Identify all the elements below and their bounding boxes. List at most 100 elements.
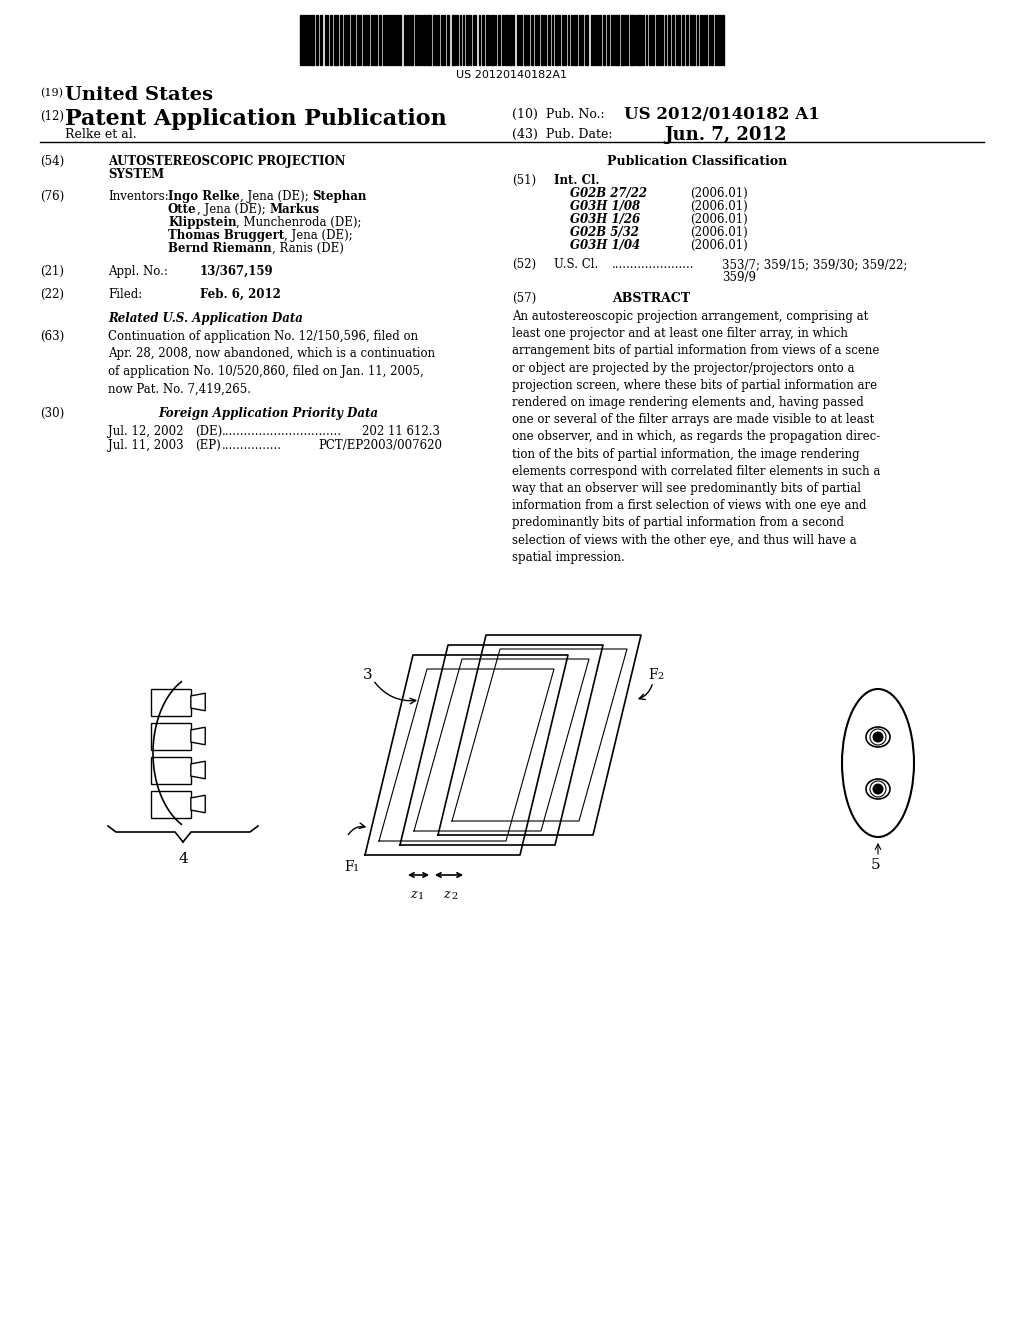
Text: 3: 3 [362, 668, 373, 682]
Bar [351, 15, 355, 65]
Text: G03H 1/08: G03H 1/08 [570, 201, 640, 213]
Bar [715, 15, 717, 65]
Bar [561, 15, 563, 65]
Text: United States: United States [65, 86, 213, 104]
FancyBboxPatch shape [152, 756, 190, 784]
Polygon shape [190, 693, 205, 710]
Bar [642, 15, 643, 65]
Bar [516, 15, 518, 65]
Text: Jul. 11, 2003: Jul. 11, 2003 [108, 440, 183, 451]
Bar [347, 15, 349, 65]
Text: ABSTRACT: ABSTRACT [612, 292, 690, 305]
Bar [558, 15, 560, 65]
Text: 202 11 612.3: 202 11 612.3 [362, 425, 440, 438]
Text: Ingo Relke: Ingo Relke [168, 190, 240, 203]
Bar [581, 15, 583, 65]
Bar [611, 15, 614, 65]
Bar [304, 15, 305, 65]
Bar [334, 15, 338, 65]
FancyBboxPatch shape [152, 722, 190, 750]
Bar [520, 15, 522, 65]
Text: F: F [344, 861, 353, 874]
Text: US 2012/0140182 A1: US 2012/0140182 A1 [624, 106, 820, 123]
Text: Thomas Bruggert: Thomas Bruggert [168, 228, 285, 242]
Text: (54): (54) [40, 154, 65, 168]
Text: (52): (52) [512, 257, 537, 271]
Bar [344, 15, 346, 65]
Bar [340, 15, 342, 65]
Text: Klippstein: Klippstein [168, 216, 237, 228]
Bar [395, 15, 397, 65]
Text: Patent Application Publication: Patent Application Publication [65, 108, 446, 129]
Text: AUTOSTEREOSCOPIC PROJECTION: AUTOSTEREOSCOPIC PROJECTION [108, 154, 345, 168]
Text: (51): (51) [512, 174, 537, 187]
Text: ................: ................ [222, 440, 282, 451]
Bar [371, 15, 373, 65]
Text: z: z [443, 888, 450, 902]
Bar [489, 15, 490, 65]
Text: SYSTEM: SYSTEM [108, 168, 164, 181]
Bar [602, 15, 605, 65]
Bar [593, 15, 595, 65]
Bar [548, 15, 550, 65]
Bar [327, 15, 328, 65]
Bar [651, 15, 654, 65]
Text: 1: 1 [353, 865, 359, 873]
Bar [443, 15, 445, 65]
Bar [621, 15, 624, 65]
Bar [383, 15, 385, 65]
Bar [718, 15, 720, 65]
Bar [567, 15, 569, 65]
Text: 353/7; 359/15; 359/30; 359/22;: 353/7; 359/15; 359/30; 359/22; [722, 257, 907, 271]
Bar [492, 15, 494, 65]
Bar [415, 15, 417, 65]
Polygon shape [190, 795, 205, 813]
Bar [432, 15, 435, 65]
Bar [505, 15, 508, 65]
Bar [711, 15, 713, 65]
Bar [523, 15, 526, 65]
Text: 4: 4 [178, 851, 187, 866]
Text: (43)  Pub. Date:: (43) Pub. Date: [512, 128, 612, 141]
Bar [379, 15, 381, 65]
Bar [672, 15, 674, 65]
Bar [705, 15, 707, 65]
Text: Related U.S. Application Data: Related U.S. Application Data [108, 312, 303, 325]
Bar [452, 15, 455, 65]
Text: Stephan: Stephan [312, 190, 367, 203]
Bar [689, 15, 691, 65]
Bar [579, 15, 580, 65]
Text: US 20120140182A1: US 20120140182A1 [457, 70, 567, 81]
Text: Continuation of application No. 12/150,596, filed on
Apr. 28, 2008, now abandone: Continuation of application No. 12/150,5… [108, 330, 435, 396]
Polygon shape [190, 727, 205, 744]
Ellipse shape [866, 779, 890, 799]
Bar [374, 15, 377, 65]
Bar [469, 15, 471, 65]
Text: (57): (57) [512, 292, 537, 305]
Text: 359/9: 359/9 [722, 271, 756, 284]
Text: (DE): (DE) [195, 425, 222, 438]
Text: ................................: ................................ [222, 425, 342, 438]
Bar [648, 15, 650, 65]
Text: G03H 1/26: G03H 1/26 [570, 213, 640, 226]
Bar [502, 15, 504, 65]
Bar [392, 15, 394, 65]
Text: Inventors:: Inventors: [108, 190, 169, 203]
Text: (EP): (EP) [195, 440, 221, 451]
Bar [367, 15, 369, 65]
Text: (2006.01): (2006.01) [690, 187, 748, 201]
Text: Filed:: Filed: [108, 288, 142, 301]
Bar [447, 15, 449, 65]
Polygon shape [190, 762, 205, 779]
Bar [596, 15, 597, 65]
Text: PCT/EP2003/007620: PCT/EP2003/007620 [318, 440, 442, 451]
Bar [456, 15, 458, 65]
Text: Otte: Otte [168, 203, 197, 216]
Bar [678, 15, 680, 65]
Bar [555, 15, 557, 65]
Text: (2006.01): (2006.01) [690, 239, 748, 252]
Text: (21): (21) [40, 265, 63, 279]
Text: An autostereoscopic projection arrangement, comprising at
least one projector an: An autostereoscopic projection arrangeme… [512, 310, 881, 564]
Bar [700, 15, 701, 65]
Text: 1: 1 [418, 892, 424, 902]
